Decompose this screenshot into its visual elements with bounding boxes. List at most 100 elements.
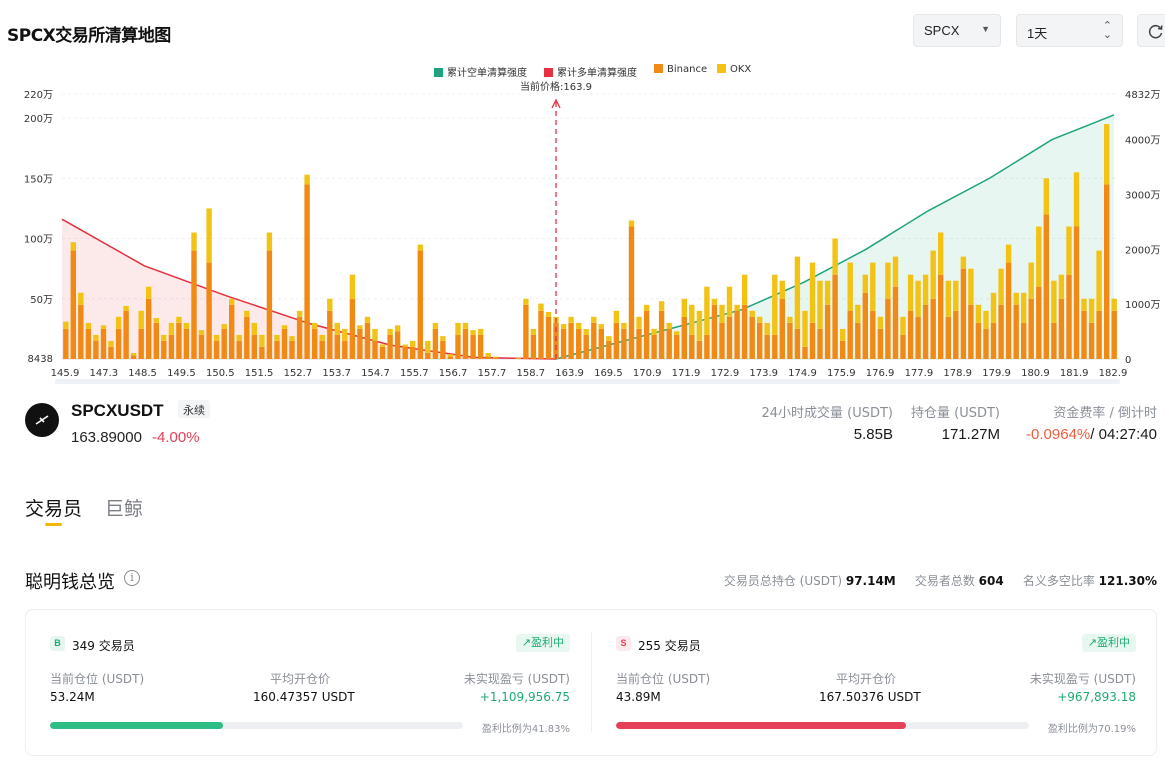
okx-bar — [779, 280, 785, 299]
binance-bar — [658, 310, 665, 359]
legend-long-curve[interactable]: 累计多单清算强度 — [544, 64, 637, 79]
binance-bar — [221, 328, 227, 359]
binance-bar — [115, 328, 122, 359]
left-axis-tick: 200万 — [24, 114, 53, 125]
okx-bar — [191, 232, 197, 251]
binance-bar — [734, 310, 740, 359]
x-axis-tick: 153.7 — [322, 368, 351, 379]
contract-type-badge: 永续 — [178, 400, 210, 418]
period-select[interactable]: 1天 ⌃ ⌄ — [1016, 14, 1123, 47]
binance-bar — [636, 328, 642, 359]
binance-bar — [613, 322, 620, 359]
okx-bar — [764, 322, 770, 335]
okx-bar — [840, 328, 846, 341]
left-axis-tick: 220万 — [24, 90, 53, 101]
left-axis-tick: 8438 — [28, 354, 53, 365]
okx-bar — [1111, 298, 1117, 311]
trader-count-value: 604 — [978, 574, 1004, 588]
okx-bar — [636, 316, 642, 329]
okx-bar — [870, 262, 876, 311]
okx-bar — [327, 298, 333, 311]
okx-bar — [892, 256, 899, 287]
binance-bar — [289, 340, 295, 359]
x-axis-tick: 148.5 — [128, 368, 157, 379]
binance-bar — [583, 334, 589, 359]
ticker-bar: SPCXUSDT 永续 163.89000 -4.00% 24小时成交量 (US… — [0, 395, 1165, 455]
x-axis-tick: 175.9 — [827, 368, 856, 379]
binance-bar — [304, 184, 310, 359]
okx-bar — [998, 268, 1004, 305]
binance-bar — [1104, 184, 1110, 359]
binance-bar — [666, 328, 672, 359]
binance-bar — [855, 322, 861, 359]
binance-bar — [711, 304, 718, 359]
smart-money-card: B 349 交易员 ↗盈利中 当前仓位 (USDT) 53.24M 平均开仓价 … — [25, 609, 1157, 756]
okx-bar — [1088, 298, 1095, 323]
binance-bar — [975, 322, 982, 359]
x-axis-tick: 177.9 — [905, 368, 934, 379]
binance-bar — [1051, 322, 1057, 359]
x-axis-tick: 151.5 — [245, 368, 274, 379]
okx-bar — [417, 244, 423, 251]
binance-bar — [1028, 298, 1034, 359]
x-axis-tick: 157.7 — [478, 368, 507, 379]
binance-bar — [674, 334, 680, 359]
binance-bar — [560, 328, 567, 359]
okx-bar — [357, 325, 363, 329]
short-profit-status: ↗盈利中 — [1081, 634, 1136, 652]
binance-bar — [741, 304, 748, 359]
binance-bar — [847, 310, 853, 359]
binance-bar — [1088, 322, 1095, 359]
binance-bar — [244, 316, 250, 359]
symbol-select[interactable]: SPCX ▼ — [913, 14, 1001, 47]
binance-bar — [183, 328, 190, 359]
okx-bar — [229, 298, 235, 305]
okx-bar — [387, 328, 393, 335]
binance-bar — [1058, 298, 1065, 359]
liquidation-chart[interactable]: 8438 50万 100万 150万 200万 220万 0 1000万 2000万 3000万 4… — [0, 86, 1165, 386]
short-liquidation-curve-area — [556, 114, 1114, 360]
okx-bar — [259, 334, 265, 347]
okx-bar — [161, 334, 167, 341]
binance-bar — [930, 298, 936, 359]
binance-bar — [968, 304, 974, 359]
binance-bar — [824, 304, 831, 359]
long-avg-label: 平均开仓价 — [270, 672, 331, 686]
long-short-ratio-label: 名义多空比率 — [1022, 574, 1095, 588]
okx-bar — [440, 336, 446, 341]
legend-binance[interactable]: Binance — [654, 64, 707, 75]
okx-bar — [975, 304, 982, 323]
okx-bar — [115, 316, 122, 329]
okx-bar — [1021, 292, 1027, 323]
okx-bar — [930, 250, 936, 299]
okx-bar — [477, 328, 484, 335]
short-position-value: 43.89M — [616, 690, 661, 704]
short-avg-value: 167.50376 USDT — [819, 690, 921, 704]
okx-bar — [296, 310, 303, 317]
legend-okx[interactable]: OKX — [717, 64, 751, 75]
binance-bar — [832, 274, 838, 359]
binance-bar — [900, 334, 906, 359]
binance-bar — [206, 262, 212, 359]
okx-bar — [794, 256, 801, 329]
okx-bar — [493, 356, 499, 358]
okx-bar — [621, 322, 627, 329]
binance-bar — [1036, 286, 1042, 359]
tab-whales[interactable]: 巨鲸 — [105, 498, 144, 520]
funding-rate: -0.0964% — [1026, 426, 1091, 443]
binance-bar — [1013, 304, 1019, 359]
binance-bar — [123, 310, 129, 359]
okx-bar — [681, 298, 687, 317]
okx-bar — [93, 334, 99, 341]
legend-short-curve[interactable]: 累计空单清算强度 — [434, 64, 527, 79]
binance-bar — [643, 310, 650, 359]
okx-bar — [530, 328, 537, 335]
tab-traders[interactable]: 交易员 — [25, 498, 83, 520]
okx-bar — [432, 322, 439, 329]
binance-bar — [1081, 310, 1087, 359]
info-icon[interactable]: i — [124, 570, 140, 586]
binance-bar — [153, 322, 159, 359]
x-axis-tick: 150.5 — [206, 368, 235, 379]
okx-bar — [244, 310, 250, 317]
refresh-button[interactable] — [1137, 14, 1165, 47]
